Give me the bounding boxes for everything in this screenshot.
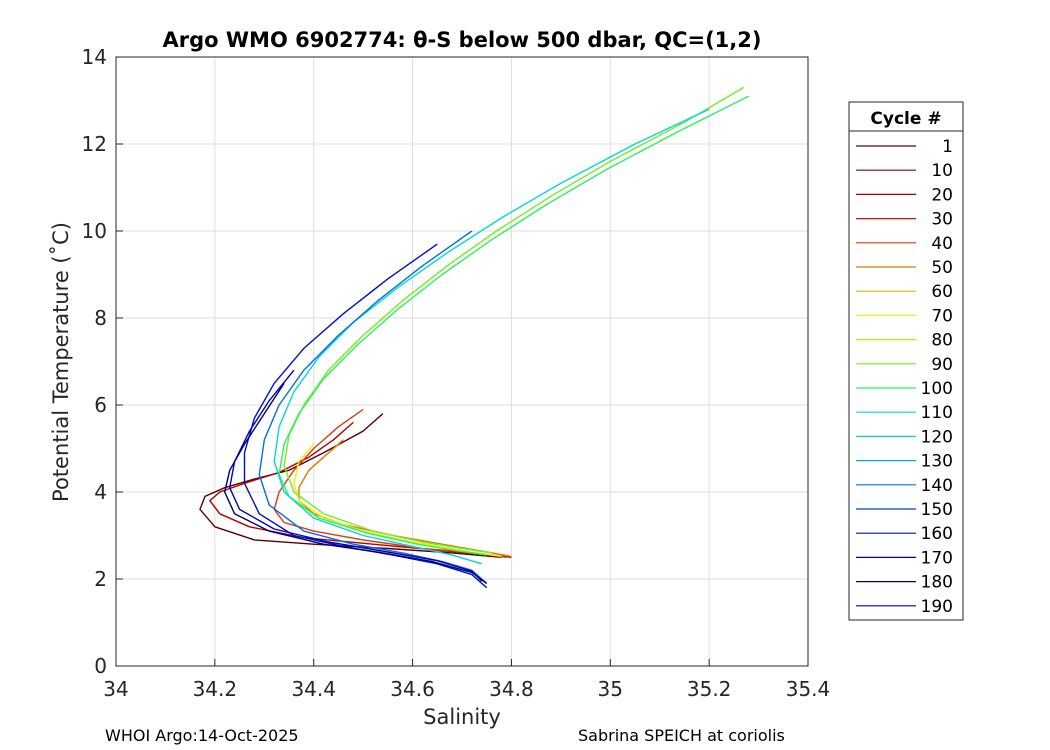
legend-label: 60: [931, 282, 953, 302]
series-line: [223, 382, 488, 584]
legend-label: 90: [931, 355, 953, 375]
legend-label: 110: [921, 403, 953, 423]
legend-entries: 1102030405060708090100110120130140150160…: [856, 137, 953, 617]
legend-label: 160: [921, 524, 953, 544]
series-line: [278, 95, 750, 556]
y-axis-ticks: 0 2 4 6 8 10 12 14: [82, 45, 123, 678]
legend-label: 1: [942, 137, 953, 157]
y-tick-label: 14: [82, 45, 107, 69]
x-tick-label: 34.2: [193, 677, 238, 701]
legend-label: 120: [921, 427, 953, 447]
series-line: [283, 86, 745, 554]
x-axis-label: Salinity: [423, 705, 501, 729]
x-tick-label: 35: [598, 677, 623, 701]
legend-label: 180: [921, 573, 953, 593]
series-line: [273, 108, 710, 565]
legend-label: 10: [931, 161, 953, 181]
legend-label: 150: [921, 500, 953, 520]
legend: Cycle # 11020304050607080901001101201301…: [848, 101, 964, 621]
grid-lines: [116, 57, 808, 666]
x-tick-label: 35.4: [786, 677, 831, 701]
x-tick-label: 34.4: [291, 677, 336, 701]
legend-label: 30: [931, 210, 953, 230]
y-tick-label: 8: [94, 306, 107, 330]
y-axis-label: Potential Temperature (˚C): [49, 222, 73, 502]
x-tick-label: 34.6: [390, 677, 435, 701]
chart-title: Argo WMO 6902774: θ-S below 500 dbar, QC…: [163, 28, 762, 52]
legend-label: 80: [931, 331, 953, 351]
x-tick-label: 35.2: [687, 677, 732, 701]
legend-label: 170: [921, 548, 953, 568]
legend-label: 140: [921, 476, 953, 496]
footer-right-credit: Sabrina SPEICH at coriolis: [578, 726, 785, 745]
legend-label: 20: [931, 185, 953, 205]
series-line: [273, 408, 507, 558]
footer-left-credit: WHOI Argo:14-Oct-2025: [105, 726, 299, 745]
x-tick-label: 34.8: [489, 677, 534, 701]
series-line: [228, 369, 483, 582]
legend-label: 40: [931, 234, 953, 254]
y-tick-label: 12: [82, 132, 107, 156]
y-tick-label: 0: [94, 654, 107, 678]
legend-title: Cycle #: [870, 109, 941, 129]
x-tick-label: 34: [103, 677, 128, 701]
legend-label: 190: [921, 597, 953, 617]
legend-label: 70: [931, 306, 953, 326]
plot-frame: [115, 56, 809, 667]
legend-label: 130: [921, 452, 953, 472]
y-tick-label: 4: [94, 480, 107, 504]
series-line: [243, 243, 488, 589]
y-tick-label: 6: [94, 393, 107, 417]
x-axis-ticks: 34 34.2 34.4 34.6 34.8 35 35.2 35.4: [103, 659, 830, 701]
legend-label: 100: [921, 379, 953, 399]
y-tick-label: 10: [82, 219, 107, 243]
series-line: [209, 421, 512, 558]
series-lines: [199, 86, 750, 589]
legend-label: 50: [931, 258, 953, 278]
series-line: [293, 443, 502, 558]
y-tick-label: 2: [94, 567, 107, 591]
